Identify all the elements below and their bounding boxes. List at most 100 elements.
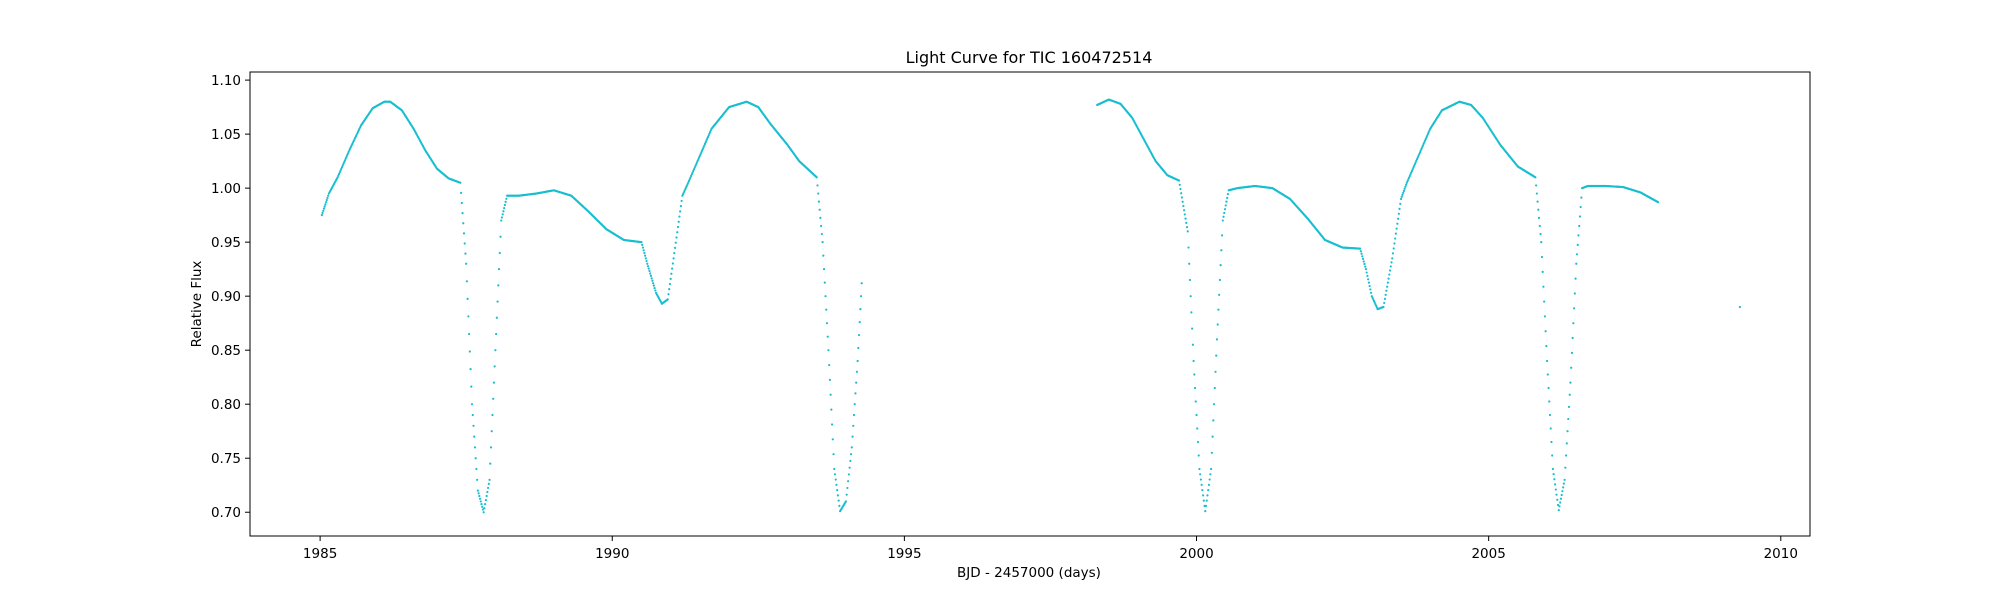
data-point [847,480,850,483]
data-point [1540,255,1544,259]
data-point [823,281,826,284]
data-point [821,241,824,244]
data-point [1567,405,1571,408]
data-point [1220,249,1223,252]
data-point [1577,234,1580,237]
data-point [1537,208,1540,211]
data-point [687,181,690,184]
y-tick-label: 0.95 [211,235,241,251]
data-point [489,462,492,465]
data-point [323,205,326,208]
data-point [1410,171,1413,174]
data-point [1419,149,1422,152]
data-point [324,201,328,204]
data-point [1424,139,1427,142]
data-point [320,214,323,217]
data-point [490,430,493,433]
data-point [1412,166,1415,169]
data-point [486,490,489,494]
data-point [700,149,704,152]
data-point [1561,490,1564,493]
data-point [1573,292,1576,295]
data-point [1548,400,1551,403]
data-point [469,367,472,371]
data-point [1414,161,1417,164]
data-point [1564,454,1568,457]
data-point [338,171,341,174]
data-point [642,249,645,252]
data-point [1535,192,1538,195]
y-tick-label: 0.75 [211,451,241,467]
data-point [1207,488,1210,492]
data-point [1573,307,1576,310]
data-point [1222,215,1225,218]
data-point [321,211,324,215]
data-point [1426,132,1430,135]
data-point [825,322,829,325]
data-point [461,212,464,215]
data-point [860,282,863,285]
data-point [1426,134,1429,137]
data-point [492,397,495,400]
data-point [708,132,711,135]
data-point [343,161,346,164]
data-point [1409,173,1412,176]
data-point [1187,246,1190,249]
data-point [845,493,848,496]
data-point [491,413,494,417]
data-point [1209,473,1212,476]
data-point [1391,257,1394,260]
data-point [706,137,709,140]
data-point [1562,486,1565,489]
data-point [641,246,645,249]
data-point [700,151,703,154]
x-tick-label: 2000 [1179,546,1213,562]
data-point [824,295,827,298]
data-point [649,272,652,275]
data-point [1556,503,1560,507]
y-tick-label: 1.10 [211,73,241,89]
data-point [1219,264,1222,267]
data-point [475,467,478,471]
data-point [1363,262,1366,266]
data-point [1544,330,1547,333]
data-point [705,139,708,142]
data-point [833,467,836,471]
data-point [459,181,462,184]
data-point [1360,252,1363,255]
data-point [1564,466,1567,469]
data-point [493,365,496,368]
data-point [1397,212,1400,215]
data-point [820,224,823,228]
data-point [1539,232,1542,236]
data-point [692,168,696,171]
data-point [503,203,506,207]
data-point [701,147,704,151]
data-point [834,478,837,481]
data-point [673,246,677,250]
data-point [468,350,471,353]
data-point [709,130,712,134]
y-tick-label: 0.80 [211,397,241,413]
data-point [1179,187,1182,191]
data-point [1366,274,1369,278]
data-point [1545,359,1549,363]
data-point [1178,183,1181,186]
data-point [640,241,643,244]
data-point [1204,510,1207,513]
data-point [476,489,479,492]
data-point [1394,232,1397,235]
data-point [1386,285,1389,288]
data-point [467,315,470,318]
data-point [644,254,647,257]
data-point [1198,467,1201,471]
data-point [1559,497,1563,500]
data-point [676,225,680,229]
data-point [481,508,485,511]
data-point [675,236,678,239]
data-point [1553,478,1556,481]
data-point [1421,146,1424,149]
data-point [646,265,650,268]
